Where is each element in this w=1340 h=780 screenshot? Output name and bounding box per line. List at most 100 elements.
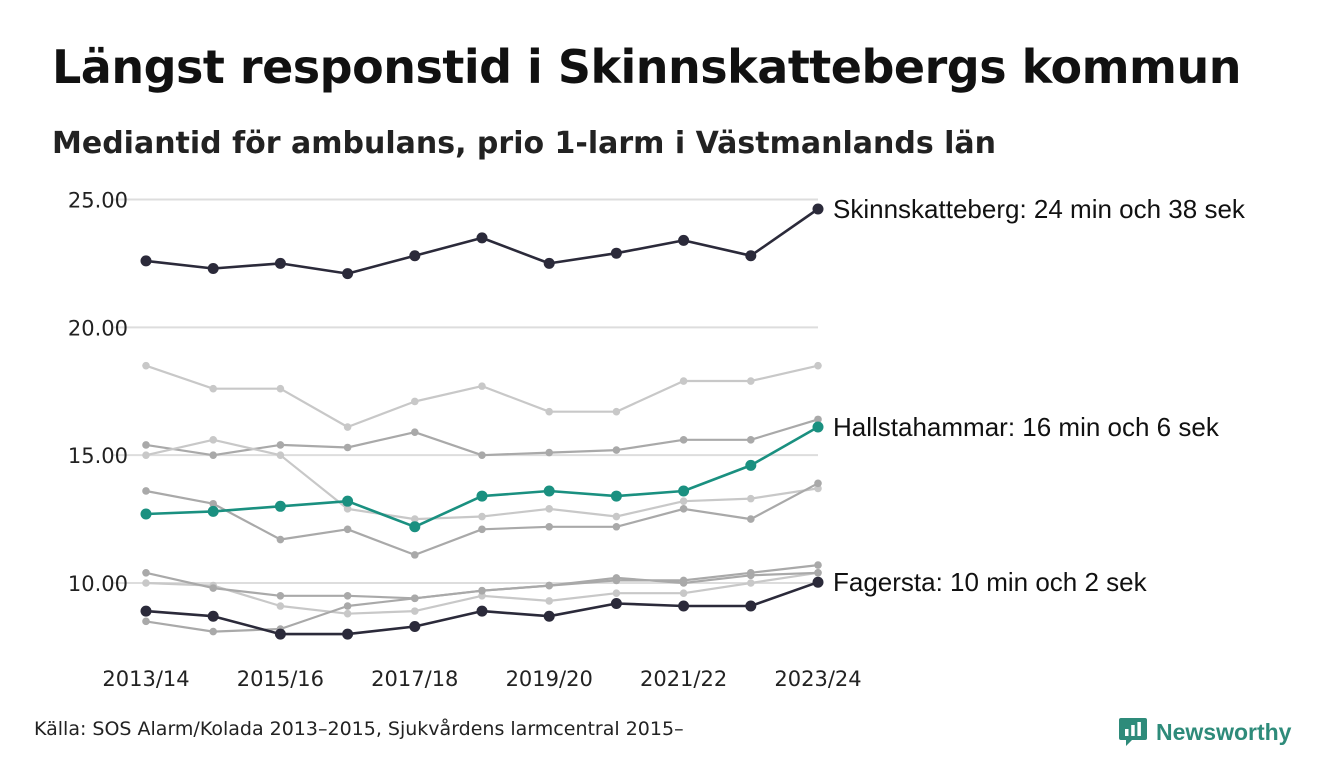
series-end-label: Skinnskatteberg: 24 min och 38 sek	[833, 194, 1246, 224]
data-point	[209, 451, 217, 459]
data-point	[276, 591, 285, 600]
data-point	[747, 515, 755, 523]
data-point	[411, 397, 419, 406]
data-point	[343, 423, 352, 431]
data-point	[209, 499, 217, 508]
data-point	[545, 522, 553, 531]
series-line	[145, 418, 819, 457]
context-series	[142, 479, 822, 559]
series-end-label: Fagersta: 10 min och 2 sek	[833, 567, 1148, 597]
y-tick-label: 10.00	[68, 572, 128, 596]
data-point	[610, 247, 622, 259]
x-tick-label: 2021/22	[640, 667, 727, 691]
data-point	[276, 535, 285, 544]
context-series	[142, 436, 822, 523]
line-chart: 10.00 15.00 20.00 25.00 2013/14 2015/16 2017/…	[68, 189, 1246, 692]
data-point	[545, 597, 553, 605]
data-point	[545, 448, 553, 457]
data-point	[478, 586, 486, 595]
data-point	[209, 584, 217, 592]
data-point	[543, 257, 555, 269]
chart-subtitle: Mediantid för ambulans, prio 1-larm i Vä…	[52, 126, 997, 161]
data-point	[142, 451, 150, 459]
data-point	[545, 581, 553, 590]
data-point	[207, 263, 219, 275]
data-point	[343, 525, 352, 534]
data-point	[209, 627, 217, 636]
data-point	[679, 497, 688, 505]
x-tick-label: 2019/20	[506, 667, 593, 691]
data-point	[276, 602, 285, 610]
data-point	[679, 589, 688, 598]
series-end-label: Hallstahammar: 16 min och 6 sek	[833, 412, 1220, 442]
data-point	[610, 490, 622, 502]
data-point	[276, 384, 285, 393]
data-point	[612, 446, 621, 454]
data-point	[142, 361, 150, 370]
data-point	[411, 428, 419, 436]
brand-name: Newsworthy	[1156, 718, 1292, 745]
data-point	[209, 436, 217, 444]
context-series	[142, 568, 822, 618]
data-point	[140, 508, 152, 520]
data-point	[747, 579, 755, 587]
highlight-series	[140, 421, 824, 533]
data-point	[814, 479, 822, 488]
data-point	[812, 421, 824, 433]
data-point	[478, 451, 486, 459]
data-point	[343, 602, 352, 610]
data-point	[142, 441, 150, 449]
data-point	[814, 361, 822, 370]
data-point	[411, 594, 419, 603]
newsworthy-logo-icon	[1119, 718, 1147, 746]
data-point	[342, 268, 354, 280]
data-point	[745, 250, 757, 262]
x-axis-labels: 2013/14 2015/16 2017/18 2019/20 2021/22 2023/…	[102, 667, 861, 691]
data-point	[612, 522, 621, 531]
data-point	[411, 515, 419, 523]
data-point	[679, 377, 688, 385]
series-line	[145, 571, 819, 633]
data-point	[812, 203, 824, 215]
data-point	[276, 451, 285, 459]
data-point	[612, 574, 621, 582]
data-point	[612, 407, 621, 416]
grid-layer	[112, 198, 818, 584]
x-tick-label: 2015/16	[237, 667, 324, 691]
data-point	[747, 494, 755, 503]
data-point	[142, 579, 150, 587]
data-point	[679, 505, 688, 513]
data-point	[612, 589, 621, 598]
x-tick-label: 2023/24	[774, 667, 861, 691]
data-point	[409, 521, 421, 533]
data-point	[612, 512, 621, 521]
data-point	[409, 620, 421, 632]
data-point	[140, 255, 152, 267]
data-point	[610, 597, 622, 609]
data-point	[679, 579, 688, 587]
data-point	[274, 500, 286, 512]
y-tick-label: 20.00	[68, 316, 128, 340]
data-point	[747, 571, 755, 580]
data-point	[745, 600, 757, 612]
data-point	[814, 568, 822, 577]
series-labels: Skinnskatteberg: 24 min och 38 sek Hallst…	[833, 194, 1246, 597]
data-point	[478, 512, 486, 521]
series-line	[145, 364, 819, 429]
data-point	[478, 525, 486, 534]
chart-title: Längst responstid i Skinnskattebergs kom…	[52, 40, 1241, 94]
data-point	[207, 505, 219, 517]
data-point	[812, 576, 824, 588]
data-point	[343, 505, 352, 513]
x-tick-label: 2017/18	[371, 667, 458, 691]
highlighted-series	[140, 203, 824, 640]
data-point	[342, 628, 354, 640]
data-point	[678, 600, 690, 612]
data-point	[814, 415, 822, 424]
data-point	[747, 377, 755, 385]
data-point	[274, 628, 286, 640]
data-point	[411, 607, 419, 615]
data-point	[678, 234, 690, 246]
data-point	[209, 384, 217, 393]
data-point	[545, 505, 553, 513]
